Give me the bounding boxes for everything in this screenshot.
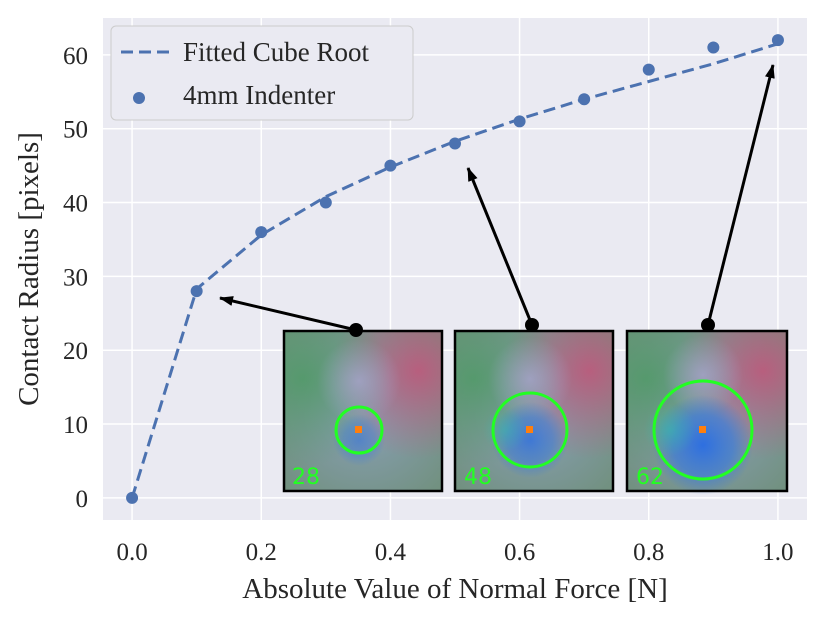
arrow-48 (466, 167, 534, 326)
y-tick-label: 50 (63, 117, 88, 144)
contact-center-dot (526, 426, 533, 433)
data-point (771, 34, 784, 47)
legend-label-indenter: 4mm Indenter (183, 80, 335, 110)
y-tick-label: 10 (63, 412, 88, 439)
arrow-62-anchor (701, 318, 715, 332)
x-tick-label: 0.6 (504, 539, 535, 566)
data-point (578, 93, 591, 106)
data-point (126, 491, 139, 504)
arrow-62 (706, 64, 775, 326)
data-point (190, 285, 203, 298)
contact-circle (334, 405, 384, 455)
inset-label-62: 62 (636, 465, 664, 490)
data-point (319, 196, 332, 209)
x-axis-title: Absolute Value of Normal Force [N] (242, 573, 668, 605)
y-tick-label: 40 (63, 191, 88, 218)
y-tick-label: 60 (63, 43, 88, 70)
y-tick-labels: 0 10 20 30 40 50 60 (63, 43, 88, 513)
inset-label-28: 28 (292, 465, 320, 490)
fitted-line-path (130, 42, 779, 499)
contact-circle (652, 379, 754, 481)
inset-image-48: 48 (453, 329, 615, 493)
x-tick-labels: 0.0 0.2 0.4 0.6 0.8 1.0 (116, 539, 793, 566)
contact-circle (491, 391, 569, 469)
y-tick-label: 30 (63, 264, 88, 291)
data-point (449, 137, 461, 150)
x-tick-label: 0.4 (375, 539, 407, 566)
legend-marker-swatch (133, 92, 145, 104)
data-points (126, 34, 784, 504)
y-tick-label: 20 (63, 338, 88, 365)
arrow-28-anchor (349, 323, 363, 337)
inset-image-62: 62 (625, 329, 789, 495)
data-point (707, 41, 720, 54)
data-point (642, 63, 655, 76)
annotation-arrows (219, 64, 775, 337)
fitted-cube-root-line (130, 42, 779, 499)
legend-box (110, 25, 414, 121)
arrow-48-anchor (525, 318, 539, 332)
inset-image-28: 28 (282, 329, 444, 493)
arrow-28 (219, 296, 357, 332)
contact-center-dot (699, 426, 706, 433)
x-tick-label: 1.0 (762, 539, 793, 566)
x-tick-label: 0.2 (246, 539, 277, 566)
x-tick-label: 0.8 (633, 539, 664, 566)
data-point (513, 115, 526, 128)
contact-center-dot (355, 426, 362, 433)
data-point (384, 159, 397, 172)
y-tick-label: 0 (76, 486, 89, 513)
y-axis-title: Contact Radius [pixels] (13, 132, 45, 406)
inset-label-48: 48 (464, 465, 492, 490)
x-tick-label: 0.0 (116, 539, 147, 566)
legend-label-fitted: Fitted Cube Root (183, 37, 370, 67)
legend: Fitted Cube Root 4mm Indenter (110, 25, 414, 121)
data-point (255, 226, 268, 239)
